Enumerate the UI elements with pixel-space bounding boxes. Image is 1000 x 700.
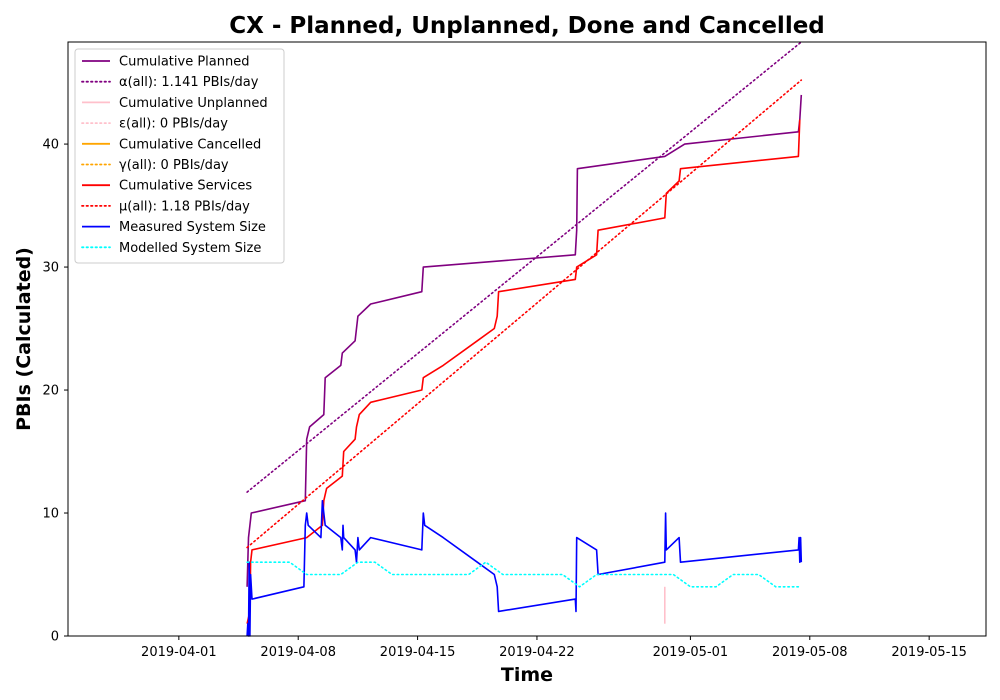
x-tick-label-6: 2019-05-15 [891, 645, 967, 660]
legend-label-3: ε(all): 0 PBIs/day [119, 117, 228, 132]
series-line-0 [246, 94, 803, 587]
y-tick-label-1: 10 [42, 507, 59, 522]
x-axis-label: Time [501, 664, 553, 686]
chart-title: CX - Planned, Unplanned, Done and Cancel… [229, 13, 825, 39]
legend-label-6: Cumulative Services [119, 179, 252, 194]
legend-label-7: μ(all): 1.18 PBIs/day [119, 199, 250, 214]
series-line-9 [246, 561, 803, 588]
y-axis-ticks: 0 10 20 30 40 [42, 138, 68, 645]
legend-label-2: Cumulative Unplanned [119, 96, 268, 111]
y-tick-label-4: 40 [42, 138, 59, 153]
x-tick-label-3: 2019-04-22 [499, 645, 575, 660]
legend-label-1: α(all): 1.141 PBIs/day [119, 75, 259, 90]
x-tick-label-0: 2019-04-01 [141, 645, 217, 660]
series-line-1 [246, 41, 803, 493]
legend-items: Cumulative Planned α(all): 1.141 PBIs/day… [81, 55, 268, 256]
x-tick-label-2: 2019-04-15 [380, 645, 456, 660]
y-tick-label-3: 30 [42, 261, 59, 276]
x-tick-label-5: 2019-05-08 [772, 645, 848, 660]
series-layer [246, 41, 803, 637]
legend: Cumulative Planned α(all): 1.141 PBIs/day… [74, 48, 285, 264]
y-axis-label: PBIs (Calculated) [13, 247, 35, 431]
y-tick-label-2: 20 [42, 384, 59, 399]
series-line-8 [246, 499, 803, 637]
x-tick-label-4: 2019-05-01 [653, 645, 729, 660]
y-tick-label-0: 0 [51, 630, 59, 645]
x-tick-label-1: 2019-04-08 [260, 645, 336, 660]
legend-label-5: γ(all): 0 PBIs/day [119, 158, 229, 173]
series-line-7 [246, 79, 803, 549]
legend-label-0: Cumulative Planned [119, 55, 249, 70]
plot-area-frame [67, 41, 987, 637]
series-line-6 [246, 119, 801, 624]
legend-label-4: Cumulative Cancelled [119, 137, 261, 152]
legend-box [74, 48, 285, 264]
x-axis-ticks: 2019-04-01 2019-04-08 2019-04-15 2019-04-22… [141, 636, 967, 660]
legend-label-8: Measured System Size [119, 220, 266, 235]
legend-label-9: Modelled System Size [119, 241, 261, 256]
